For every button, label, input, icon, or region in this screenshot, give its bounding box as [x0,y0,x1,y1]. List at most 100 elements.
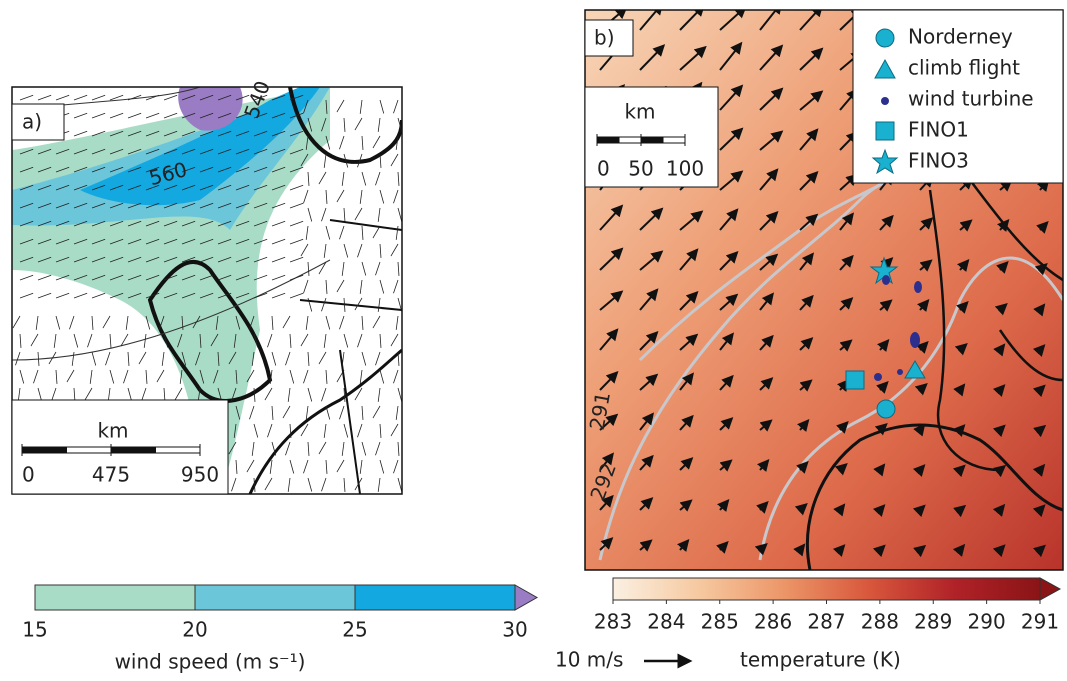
wind-barb [303,189,309,204]
wind-barb [341,441,345,456]
wind-barb [377,387,381,402]
wind-barb [37,94,52,101]
wind-barb [393,369,399,384]
scale-segment [66,446,112,454]
wind-barb [145,166,160,173]
wind-barb [127,166,142,173]
wind-barb [217,274,232,281]
wind-arrow [679,10,706,31]
wind-arrow [639,497,654,511]
wind-barb [217,130,232,137]
wind-barb [339,225,345,240]
wind-barb [307,171,310,186]
wind-arrow [799,47,824,71]
wind-barb [181,112,196,119]
wind-barb [55,148,70,155]
wind-barb [300,333,309,347]
wind-barb [30,333,39,347]
colorbar-tick-label: 287 [807,610,845,634]
wind-barb [253,292,268,299]
wind-arrow [994,302,1008,316]
wind-arrow [839,339,853,352]
wind-barb [192,315,201,329]
wind-barb [361,351,367,366]
wind-barb [395,135,399,150]
wind-arrow [914,382,928,396]
wind-barb [318,171,327,185]
wind-barb [343,243,349,258]
wind-barb [379,333,382,348]
wind-barb [397,441,400,456]
wind-barb [145,202,160,209]
wind-barb [199,94,214,101]
wind-barb [343,153,349,168]
wind-arrow [912,464,926,477]
wind-barb [199,256,214,263]
wind-arrow [992,424,1006,438]
wind-barb [233,423,237,438]
wind-barb [73,94,88,101]
wind-arrow [993,343,1006,357]
wind-barb [285,441,291,456]
wind-barb [300,153,309,167]
wind-barb [127,112,142,119]
wind-barb [233,333,237,348]
wind-arrow [599,290,624,311]
wind-arrow [756,501,769,514]
wind-barb [361,261,367,276]
colorbar-tick-label: 290 [968,610,1006,634]
wind-arrow [839,254,854,271]
wind-barb [359,99,363,114]
wind-barb [156,369,165,383]
wind-barb [307,387,313,402]
wind-barb [307,477,313,492]
wind-barb [73,220,88,227]
legend-label: FINO3 [908,149,969,173]
wind-arrow [877,338,890,352]
wind-barb [377,297,381,312]
wind-barb [37,148,52,155]
wind-barb [109,148,124,155]
wind-barb [285,351,291,366]
wind-barb [359,279,363,294]
wind-barb [55,292,70,299]
wind-barb [289,148,304,155]
wind-arrow [759,334,774,351]
wind-barb [289,333,292,348]
wind-barb [300,243,309,257]
wind-barb [199,333,202,348]
wind-arrow [719,208,739,231]
wind-barb [318,261,327,275]
wind-barb [109,112,124,119]
colorbar-tick-label: 289 [914,610,952,634]
wind-barb [217,202,232,209]
wind-barb [325,189,328,204]
wind-barb [393,279,399,294]
wind-barb [305,225,309,240]
wind-barb [145,274,160,281]
wind-barb [235,130,250,137]
wind-barb [377,117,381,132]
wind-barb [73,292,88,299]
wind-barb [323,423,327,438]
wind-barb [253,477,256,492]
wind-barb [395,225,399,240]
wind-arrow [992,503,1006,517]
wind-barb [235,94,250,101]
wind-barb [181,315,184,330]
stations [845,256,926,419]
wind-barb [55,220,70,227]
wind-arrow [799,294,814,311]
wind-barb [127,387,133,402]
wind-barb [354,117,363,131]
wind-barb [199,292,214,299]
wind-barb [323,243,327,258]
wind-barb [145,238,160,245]
wind-arrow [872,504,886,517]
wind-arrow [719,293,739,311]
wind-barb [321,387,327,402]
wind-barb [379,189,385,204]
wind-barb [325,459,328,474]
wind-arrow [1032,384,1046,398]
colorbar-tick-label: 285 [701,610,739,634]
